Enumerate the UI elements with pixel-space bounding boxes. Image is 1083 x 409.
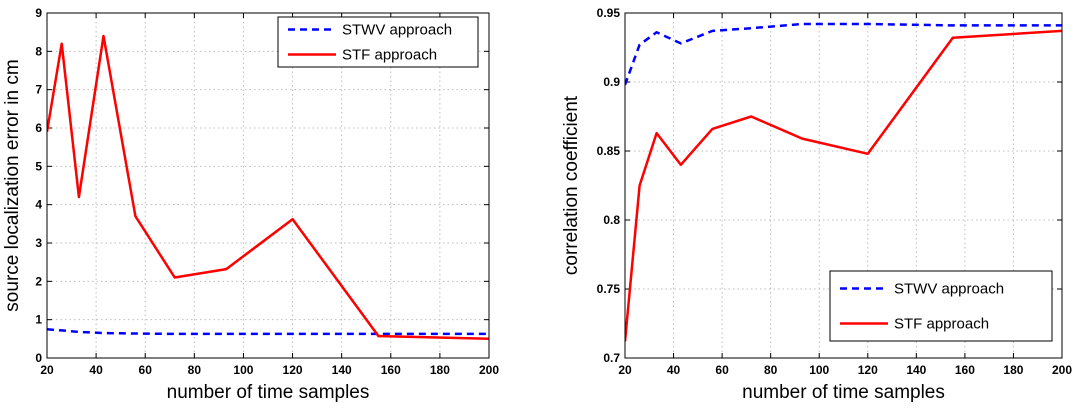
legend: STWV approach STF approach	[277, 16, 479, 68]
y-tick-label: 0.85	[597, 144, 621, 158]
x-tick-label: 20	[40, 363, 54, 377]
plot-frame	[624, 12, 1063, 359]
y-tick-label: 5	[35, 159, 42, 173]
y-axis-label: source localization error in cm	[2, 59, 23, 311]
plot-frame	[46, 12, 490, 359]
x-tick-label: 180	[1003, 363, 1023, 377]
gridlines	[625, 13, 1062, 358]
legend-entry: STF approach	[342, 47, 437, 64]
y-tick-label: 9	[35, 6, 42, 20]
x-tick-label: 180	[430, 363, 450, 377]
y-tick-label: 4	[35, 198, 42, 212]
y-tick-label: 0.9	[603, 75, 620, 89]
y-tick-label: 0.75	[597, 282, 621, 296]
series-line-stf-approach	[625, 29, 1062, 342]
y-tick-label: 8	[35, 44, 42, 58]
x-tick-label: 200	[479, 363, 499, 377]
series-line-stf-approach	[47, 34, 489, 341]
x-tick-label: 100	[233, 363, 253, 377]
y-tick-label: 0.8	[603, 213, 620, 227]
x-tick-label: 140	[332, 363, 352, 377]
x-tick-label: 120	[858, 363, 878, 377]
y-tick-label: 6	[35, 121, 42, 135]
legend-box	[829, 270, 1053, 342]
x-axis-label: number of time samples	[167, 382, 370, 403]
y-tick-label: 3	[35, 236, 42, 250]
x-tick-label: 60	[715, 363, 729, 377]
legend-entry: STWV approach	[342, 22, 452, 39]
chart-correlation-coefficient: 20 40 60 80 100 120 140 160 180 200 0.7 0.75 0.8 0.85…	[561, 6, 1072, 403]
x-tick-label: 40	[89, 363, 103, 377]
legend-box	[277, 16, 479, 68]
y-tick-label: 0.7	[603, 351, 620, 365]
gridlines	[47, 13, 489, 358]
legend: STWV approach STF approach	[829, 270, 1053, 342]
y-tick-label: 2	[35, 274, 42, 288]
y-tick-label: 1	[35, 313, 42, 327]
y-tick-label: 7	[35, 83, 42, 97]
x-tick-label: 140	[906, 363, 926, 377]
y-tick-label: 0.95	[597, 6, 621, 20]
x-tick-label: 80	[188, 363, 202, 377]
y-tick-label: 0	[35, 351, 42, 365]
x-tick-label: 160	[381, 363, 401, 377]
x-tick-label: 60	[139, 363, 153, 377]
x-tick-label: 120	[283, 363, 303, 377]
x-tick-label: 80	[764, 363, 778, 377]
series-group	[625, 22, 1062, 342]
legend-entry: STWV approach	[894, 281, 1004, 298]
x-tick-label: 40	[667, 363, 681, 377]
y-axis-label: correlation coefficient	[561, 95, 582, 275]
series-group	[47, 34, 489, 341]
series-line-stwv-approach	[625, 22, 1062, 86]
x-tick-label: 200	[1052, 363, 1072, 377]
x-tick-label: 160	[955, 363, 975, 377]
series-line-stwv-approach	[47, 328, 489, 336]
x-axis-label: number of time samples	[742, 382, 945, 403]
x-tick-label: 20	[618, 363, 632, 377]
chart-localization-error: 20 40 60 80 100 120 140 160 180 200 0 1 2 3 4 5 6 7 8 9 numb…	[2, 6, 499, 403]
legend-entry: STF approach	[894, 316, 989, 333]
x-tick-label: 100	[809, 363, 829, 377]
